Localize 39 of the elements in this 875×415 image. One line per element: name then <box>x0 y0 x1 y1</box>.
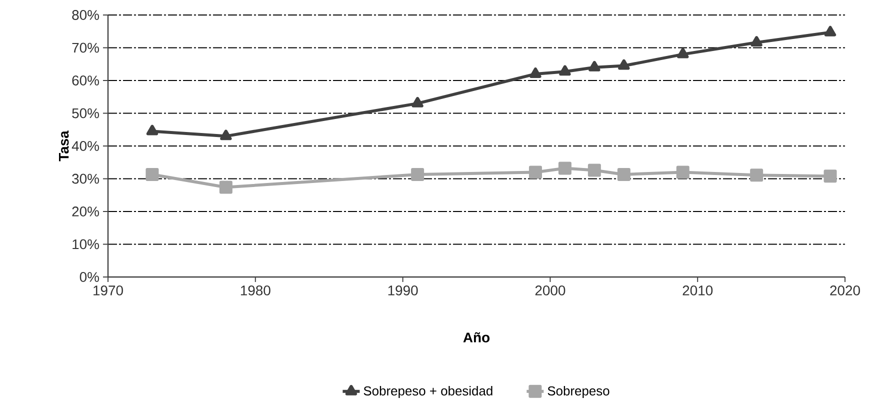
y-tick-label: 70% <box>72 42 99 53</box>
point <box>617 168 630 181</box>
y-tick-label: 0% <box>80 272 99 282</box>
legend-label: Sobrepeso + obesidad <box>364 386 492 398</box>
point <box>146 168 159 181</box>
y-tick-label: 50% <box>72 108 99 118</box>
point <box>530 67 542 78</box>
point <box>411 168 424 181</box>
y-tick-label: 10% <box>72 239 99 250</box>
y-tick-label: 30% <box>72 174 99 184</box>
point <box>824 26 836 36</box>
y-tick-label: 20% <box>72 206 99 216</box>
point <box>618 59 630 70</box>
point <box>219 180 232 194</box>
point <box>412 96 424 108</box>
x-tick-label: 2010 <box>682 286 713 296</box>
y-tick-label: 80% <box>72 10 99 20</box>
x-tick-label: 1970 <box>94 286 123 296</box>
x-tick-label: 1980 <box>240 286 270 296</box>
point <box>220 130 232 140</box>
point <box>588 60 600 72</box>
point <box>558 162 572 175</box>
x-tick-label: 1990 <box>388 286 418 296</box>
legend-label: Sobrepeso <box>548 386 610 398</box>
x-tick-label: 2020 <box>830 286 860 296</box>
point <box>676 166 690 179</box>
point <box>588 164 601 177</box>
point <box>824 170 837 183</box>
x-axis-title: Año <box>463 332 490 342</box>
y-tick-label: 60% <box>72 76 99 86</box>
x-tick-label: 2000 <box>535 286 566 296</box>
y-axis-title: Tasa <box>58 130 69 162</box>
point <box>146 124 158 136</box>
point <box>677 48 689 58</box>
point <box>750 168 764 182</box>
point <box>559 65 571 76</box>
y-tick-label: 40% <box>72 141 99 151</box>
point <box>750 36 762 47</box>
point <box>528 166 542 179</box>
